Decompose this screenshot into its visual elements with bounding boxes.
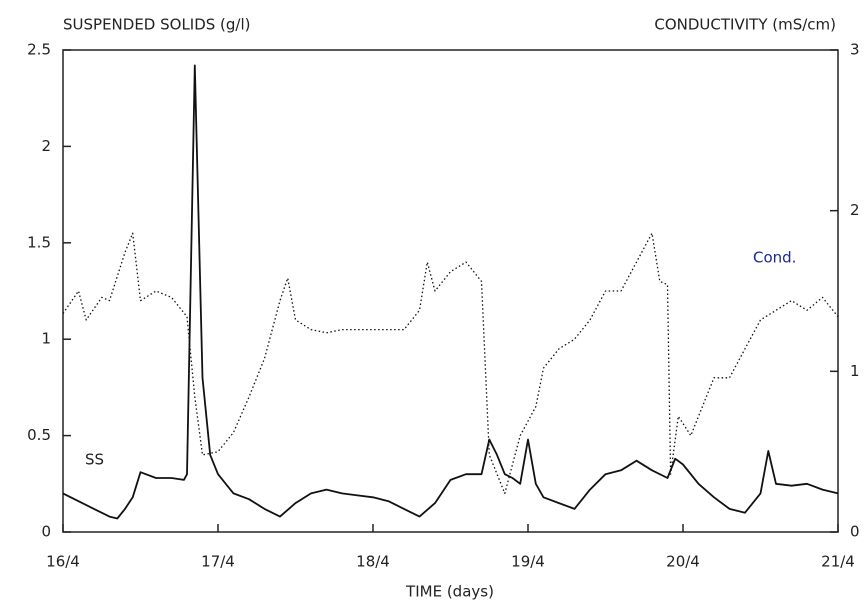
y2-tick-label: 1 [850,362,860,380]
y-tick-label: 0 [41,523,51,541]
y-tick-label: 0.5 [27,426,51,444]
x-tick-label: 21/4 [821,553,855,571]
y-tick-label: 2.5 [27,41,51,59]
series-label: Cond. [753,249,796,267]
x-tick-label: 17/4 [201,553,235,571]
x-tick-label: 18/4 [356,553,390,571]
x-tick-label: 19/4 [511,553,545,571]
y2-tick-label: 3 [850,41,860,59]
y2-tick-label: 0 [850,523,860,541]
y-tick-label: 1 [41,330,51,348]
y-tick-label: 1.5 [27,233,51,251]
plot-frame [62,49,839,533]
x-tick-label: 20/4 [666,553,700,571]
y-axis-title: SUSPENDED SOLIDS (g/l) [63,16,251,34]
y-tick-label: 2 [41,137,51,155]
x-tick-label: 16/4 [46,553,80,571]
x-axis-title: TIME (days) [405,583,494,601]
series-label: SS [85,451,104,469]
series-line [62,64,839,520]
y2-axis-title: CONDUCTIVITY (mS/cm) [654,16,836,34]
y2-tick-label: 2 [850,201,860,219]
series-line [62,232,839,495]
